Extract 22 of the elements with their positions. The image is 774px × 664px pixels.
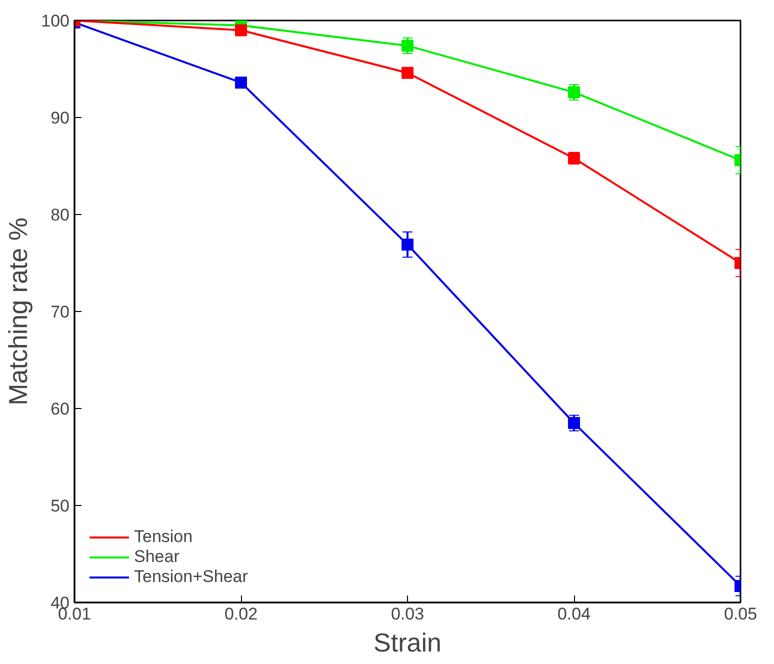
x-tick-label: 0.02 xyxy=(224,604,258,624)
legend-label: Tension xyxy=(134,527,193,547)
legend-label: Shear xyxy=(134,547,180,567)
x-tick-label: 0.04 xyxy=(557,604,591,624)
legend-label: Tension+Shear xyxy=(134,567,248,587)
point xyxy=(402,238,414,251)
point xyxy=(235,76,247,89)
point xyxy=(568,417,580,430)
y-tick-label: 70 xyxy=(50,302,70,322)
point xyxy=(235,24,247,36)
x-tick-label: 0.03 xyxy=(390,604,424,624)
x-tick-label: 0.05 xyxy=(724,604,758,624)
point xyxy=(402,66,414,79)
y-tick-label: 50 xyxy=(50,496,70,516)
y-tick-label: 60 xyxy=(50,400,70,418)
point xyxy=(568,86,580,98)
y-tick-label: 90 xyxy=(50,108,70,128)
y-axis-title: Matching rate % xyxy=(3,218,34,406)
y-tick-label: 80 xyxy=(50,206,70,224)
x-axis-title: Strain xyxy=(374,628,442,658)
y-tick-label: 100 xyxy=(41,12,70,30)
point xyxy=(402,40,414,52)
